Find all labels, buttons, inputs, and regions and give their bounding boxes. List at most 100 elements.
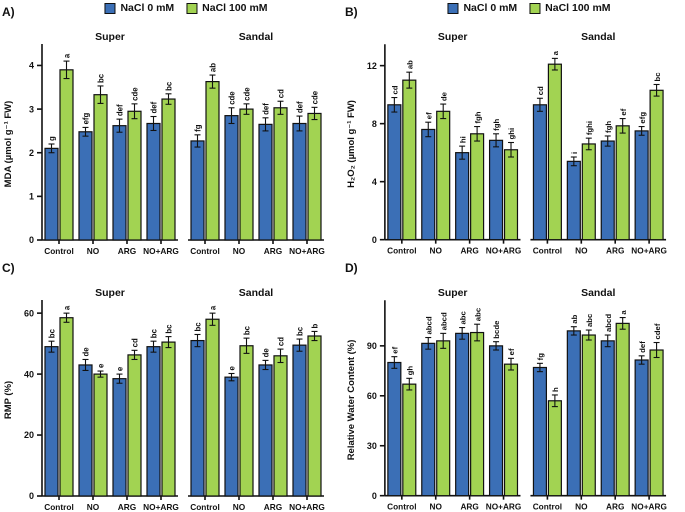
svg-text:bc: bc bbox=[150, 328, 159, 338]
svg-text:cde: cde bbox=[131, 87, 140, 101]
svg-text:ef: ef bbox=[424, 112, 433, 119]
svg-text:60: 60 bbox=[367, 391, 377, 401]
svg-text:def: def bbox=[116, 104, 125, 116]
svg-text:fghi: fghi bbox=[585, 121, 594, 135]
svg-text:NO: NO bbox=[87, 246, 100, 256]
svg-text:NO: NO bbox=[430, 503, 443, 512]
legend-item-nacl-0: NaCl 0 mM bbox=[104, 2, 174, 14]
chart-a-mda: 0 1 2 3 4 MDA (µmol g⁻¹ FW) Super Control g a NO ef… bbox=[3, 31, 325, 256]
svg-text:bc: bc bbox=[97, 73, 106, 83]
svg-text:NO: NO bbox=[430, 247, 443, 256]
svg-text:de: de bbox=[82, 347, 91, 357]
svg-text:ARG: ARG bbox=[606, 247, 624, 256]
svg-text:e: e bbox=[116, 366, 125, 371]
svg-text:NO+ARG: NO+ARG bbox=[143, 246, 179, 256]
svg-text:ARG: ARG bbox=[118, 246, 136, 256]
svg-text:NO+ARG: NO+ARG bbox=[289, 246, 325, 256]
svg-text:fgh: fgh bbox=[473, 111, 482, 123]
svg-text:bc: bc bbox=[296, 326, 305, 336]
svg-text:0: 0 bbox=[29, 235, 34, 245]
svg-text:a: a bbox=[209, 305, 218, 310]
svg-text:Control: Control bbox=[387, 503, 416, 512]
panel-label-d: D) bbox=[345, 261, 358, 275]
panel-label-b: B) bbox=[345, 5, 358, 19]
svg-text:0: 0 bbox=[372, 491, 377, 501]
svg-text:ARG: ARG bbox=[264, 502, 282, 512]
svg-text:cd: cd bbox=[536, 86, 545, 95]
svg-text:efg: efg bbox=[638, 112, 647, 124]
legend-swatch-nacl-0-icon bbox=[447, 2, 459, 14]
svg-text:20: 20 bbox=[24, 430, 34, 440]
svg-text:4: 4 bbox=[29, 61, 34, 71]
chart-d-rwc: 0 30 60 90 Relative Water Content (%) Super Co… bbox=[346, 288, 667, 512]
svg-text:cde: cde bbox=[228, 91, 237, 105]
legend-item-nacl-0: NaCl 0 mM bbox=[447, 2, 517, 14]
svg-text:Super: Super bbox=[438, 288, 468, 299]
svg-text:fg: fg bbox=[536, 353, 545, 361]
svg-text:90: 90 bbox=[367, 341, 377, 351]
svg-text:0: 0 bbox=[29, 491, 34, 501]
legend-label-nacl-100: NaCl 100 mM bbox=[545, 2, 611, 14]
svg-text:30: 30 bbox=[367, 441, 377, 451]
legend-swatch-nacl-100-icon bbox=[529, 2, 541, 14]
svg-text:NO: NO bbox=[575, 503, 588, 512]
svg-text:ARG: ARG bbox=[460, 247, 478, 256]
svg-text:Control: Control bbox=[533, 503, 562, 512]
svg-text:ARG: ARG bbox=[118, 502, 136, 512]
svg-text:NO: NO bbox=[233, 246, 246, 256]
svg-text:Control: Control bbox=[44, 502, 74, 512]
svg-text:1: 1 bbox=[29, 192, 34, 202]
svg-text:b: b bbox=[311, 323, 320, 328]
svg-text:a: a bbox=[551, 50, 560, 55]
svg-text:abc: abc bbox=[585, 313, 594, 327]
panel-label-a: A) bbox=[2, 5, 15, 19]
svg-text:60: 60 bbox=[24, 308, 34, 318]
svg-text:i: i bbox=[570, 152, 579, 154]
svg-text:Control: Control bbox=[387, 247, 416, 256]
legend-swatch-nacl-100-icon bbox=[186, 2, 198, 14]
svg-text:def: def bbox=[262, 103, 271, 115]
svg-text:bc: bc bbox=[48, 328, 57, 338]
svg-text:def: def bbox=[150, 101, 159, 113]
chart-c-rmp: 0 20 40 60 RMP (%) Super Control bc a NO de e ARG e cd… bbox=[3, 287, 325, 512]
svg-text:abc: abc bbox=[458, 310, 467, 324]
svg-text:Control: Control bbox=[533, 247, 562, 256]
svg-text:Super: Super bbox=[95, 31, 125, 43]
svg-text:12: 12 bbox=[367, 61, 377, 71]
svg-text:bc: bc bbox=[194, 322, 203, 332]
svg-text:NO+ARG: NO+ARG bbox=[486, 503, 522, 512]
svg-text:fgh: fgh bbox=[604, 121, 613, 133]
svg-text:abc: abc bbox=[473, 307, 482, 321]
svg-text:bcde: bcde bbox=[492, 320, 501, 339]
svg-text:abcd: abcd bbox=[439, 312, 448, 330]
svg-text:de: de bbox=[262, 348, 271, 358]
svg-text:MDA (µmol g⁻¹ FW): MDA (µmol g⁻¹ FW) bbox=[3, 101, 14, 188]
svg-text:cd: cd bbox=[391, 85, 400, 94]
svg-text:cdef: cdef bbox=[653, 323, 662, 339]
svg-text:ARG: ARG bbox=[606, 503, 624, 512]
svg-text:abcd: abcd bbox=[604, 314, 613, 332]
svg-text:a: a bbox=[619, 310, 628, 315]
svg-text:bc: bc bbox=[165, 81, 174, 91]
panel-d-rwc: D) 0 30 60 90 Relative Water Content (%) Supe… bbox=[343, 256, 685, 512]
svg-text:NO+ARG: NO+ARG bbox=[631, 503, 667, 512]
svg-text:e: e bbox=[228, 365, 237, 370]
svg-text:g: g bbox=[48, 136, 57, 141]
svg-text:Control: Control bbox=[190, 246, 220, 256]
svg-text:NO+ARG: NO+ARG bbox=[289, 502, 325, 512]
svg-text:Super: Super bbox=[95, 287, 125, 299]
svg-text:Control: Control bbox=[190, 502, 220, 512]
svg-text:Sandal: Sandal bbox=[239, 287, 274, 299]
panel-a-mda: A) NaCl 0 mM NaCl 100 mM 0 1 2 3 4 MDA (µmol … bbox=[0, 0, 343, 256]
svg-text:ghi: ghi bbox=[507, 128, 516, 140]
svg-text:Control: Control bbox=[44, 246, 74, 256]
svg-text:hi: hi bbox=[458, 136, 467, 143]
svg-text:e: e bbox=[97, 363, 106, 368]
legend-label-nacl-0: NaCl 0 mM bbox=[463, 2, 518, 14]
svg-text:NO+ARG: NO+ARG bbox=[631, 247, 667, 256]
svg-text:NO: NO bbox=[233, 502, 246, 512]
svg-text:cd: cd bbox=[277, 337, 286, 346]
svg-text:2: 2 bbox=[29, 148, 34, 158]
svg-text:0: 0 bbox=[372, 235, 377, 245]
